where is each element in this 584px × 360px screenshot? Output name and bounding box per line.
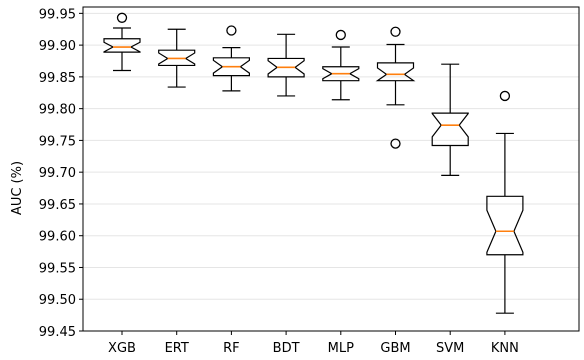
notched-box [322,66,360,82]
box-ert [158,28,196,88]
box-rf [212,25,250,92]
x-tick-label: MLP [328,341,354,356]
notched-box [375,62,416,82]
y-tick-label: 99.90 [39,39,76,54]
y-tick-label: 99.75 [39,134,76,149]
y-tick-label: 99.70 [39,166,76,181]
outlier-point [499,90,511,102]
outlier-point [226,25,237,36]
box-series [103,12,524,314]
x-tick-label: KNN [491,341,519,356]
y-tick-label: 99.50 [39,293,76,308]
outlier-point [390,26,401,37]
x-tick-label: BDT [273,341,300,356]
x-tick-label: GBM [380,341,410,356]
outlier-point [116,12,128,23]
box-knn [486,90,524,314]
y-axis-label: AUC (%) [10,161,25,215]
y-tick-label: 99.55 [39,261,76,276]
notched-box [103,38,141,53]
y-tick-label: 99.60 [39,230,76,245]
box-svm [431,63,469,176]
notched-box [158,49,196,67]
notched-box [267,57,305,78]
y-tick-label: 99.80 [39,103,76,118]
box-mlp [322,29,360,101]
y-tick-label: 99.65 [39,198,76,213]
outlier-point [390,138,401,149]
outlier-point [335,29,346,41]
x-axis-ticks: XGB ERT RF BDT MLP GBM SVM KNN [108,331,519,356]
box-xgb [103,12,141,72]
notched-box [212,57,250,77]
x-tick-label: RF [223,341,240,356]
x-tick-label: ERT [165,341,189,356]
notched-box [486,195,524,256]
gridlines [83,12,579,332]
y-tick-label: 99.85 [39,71,76,86]
y-tick-label: 99.45 [39,325,76,340]
x-tick-label: SVM [436,341,464,356]
y-axis-ticks: 99.45 99.50 99.55 99.60 99.65 99.70 99.75 99.80… [39,7,83,340]
box-gbm [375,26,416,149]
x-tick-label: XGB [108,341,136,356]
box-bdt [267,33,305,97]
y-tick-label: 99.95 [39,7,76,22]
plot-frame [82,6,580,332]
notched-box [431,112,469,147]
